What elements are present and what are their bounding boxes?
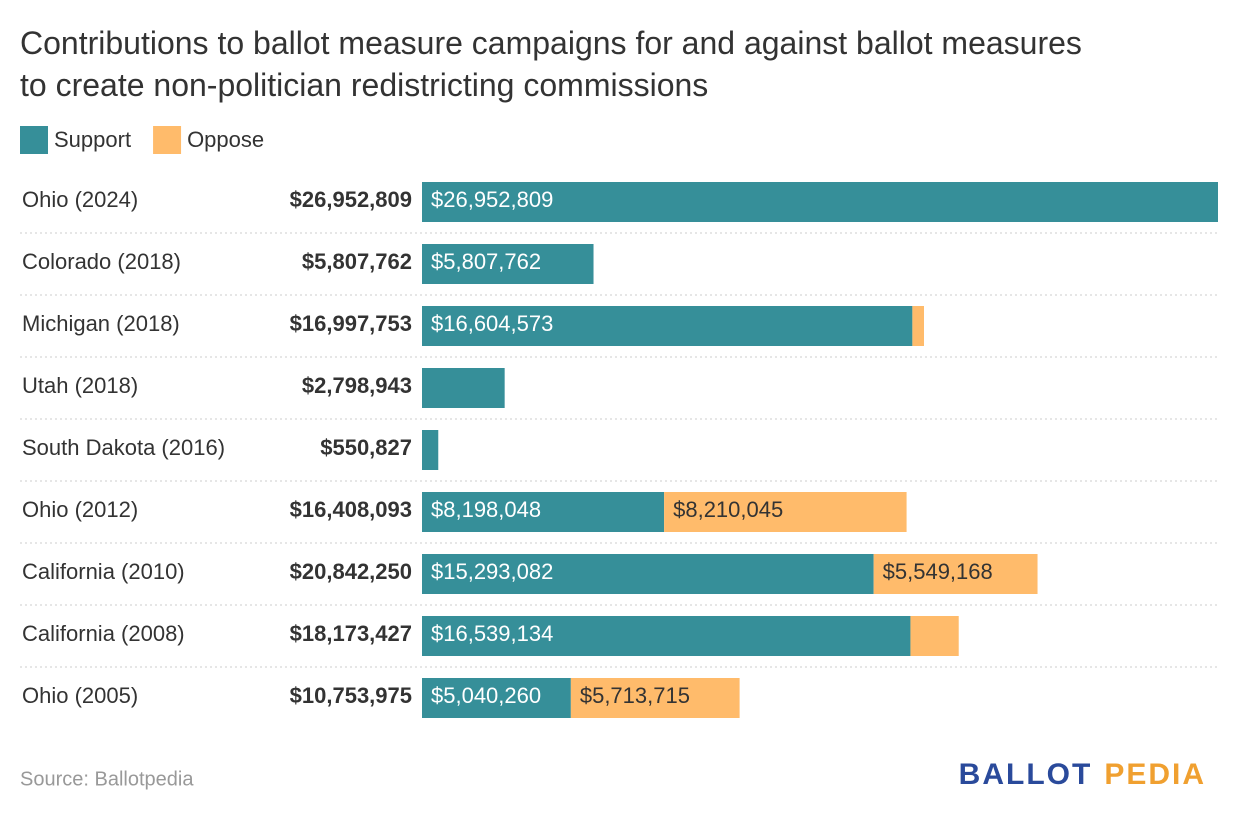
bar-segment [422,182,1218,222]
category-label: Colorado (2018) [22,249,181,274]
category-label: Ohio (2005) [22,683,138,708]
value-label: $5,807,762 [431,249,541,274]
logo-part: BALLOT [959,758,1093,791]
legend-label: Oppose [187,127,264,152]
total-label: $20,842,250 [290,559,412,584]
category-label: South Dakota (2016) [22,435,225,460]
total-label: $550,827 [320,435,412,460]
category-label: California (2008) [22,621,185,646]
legend-swatch [153,126,182,154]
value-label: $5,713,715 [580,683,690,708]
total-label: $18,173,427 [290,621,412,646]
total-label: $10,753,975 [290,683,412,708]
total-label: $26,952,809 [290,187,412,212]
total-label: $5,807,762 [302,249,412,274]
bar-segment [422,244,594,284]
bar-segment [422,430,439,470]
value-label: $8,198,048 [431,497,541,522]
category-label: Ohio (2012) [22,497,138,522]
bar-segment [873,554,1038,594]
source: Source: Ballotpedia [20,768,194,790]
bar-segment [422,368,505,408]
total-label: $16,408,093 [290,497,412,522]
bar-segment [422,616,911,656]
bar-segment [570,678,740,718]
bar-segment [664,492,907,532]
value-label: $5,549,168 [883,559,993,584]
category-label: California (2010) [22,559,185,584]
legend-swatch [20,126,48,154]
bar-segment [422,678,571,718]
value-label: $5,040,260 [431,683,541,708]
value-label: $26,952,809 [431,187,553,212]
bar-segment [422,554,874,594]
value-label: $16,539,134 [431,621,553,646]
bar-segment [910,616,959,656]
bar-segment [912,306,924,346]
total-label: $16,997,753 [290,311,412,336]
total-label: $2,798,943 [302,373,412,398]
legend-label: Support [54,127,131,152]
bar-segment [422,492,665,532]
logo-part: PEDIA [1104,758,1206,791]
bar-segment [422,306,913,346]
value-label: $16,604,573 [431,311,553,336]
category-label: Ohio (2024) [22,187,138,212]
category-label: Utah (2018) [22,373,138,398]
value-label: $15,293,082 [431,559,553,584]
category-label: Michigan (2018) [22,311,180,336]
chart-title: Contributions to ballot measure campaign… [20,25,1082,103]
value-label: $8,210,045 [673,497,783,522]
